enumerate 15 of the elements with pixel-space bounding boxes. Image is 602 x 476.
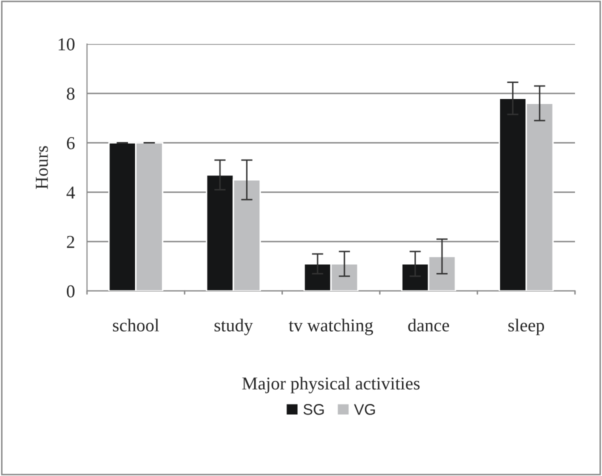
legend-label: SG bbox=[304, 404, 324, 415]
x-tick-label: sleep bbox=[508, 318, 544, 336]
y-tick-label: 10 bbox=[58, 38, 75, 50]
x-tick-label: dance bbox=[408, 318, 450, 332]
x-tick-label: school bbox=[112, 318, 160, 332]
y-tick-label: 8 bbox=[66, 88, 75, 100]
y-tick-label: 4 bbox=[66, 186, 75, 198]
y-tick-label: 2 bbox=[66, 236, 74, 248]
y-tick-label: 0 bbox=[66, 285, 75, 298]
y-tick-label: 6 bbox=[66, 137, 75, 150]
y-axis-title: Hours bbox=[36, 146, 48, 190]
x-axis-title: Major physical activities bbox=[242, 376, 420, 394]
x-tick-label: tv watching bbox=[288, 318, 374, 336]
x-tick-label: study bbox=[214, 318, 253, 336]
legend-label: VG bbox=[354, 404, 375, 415]
